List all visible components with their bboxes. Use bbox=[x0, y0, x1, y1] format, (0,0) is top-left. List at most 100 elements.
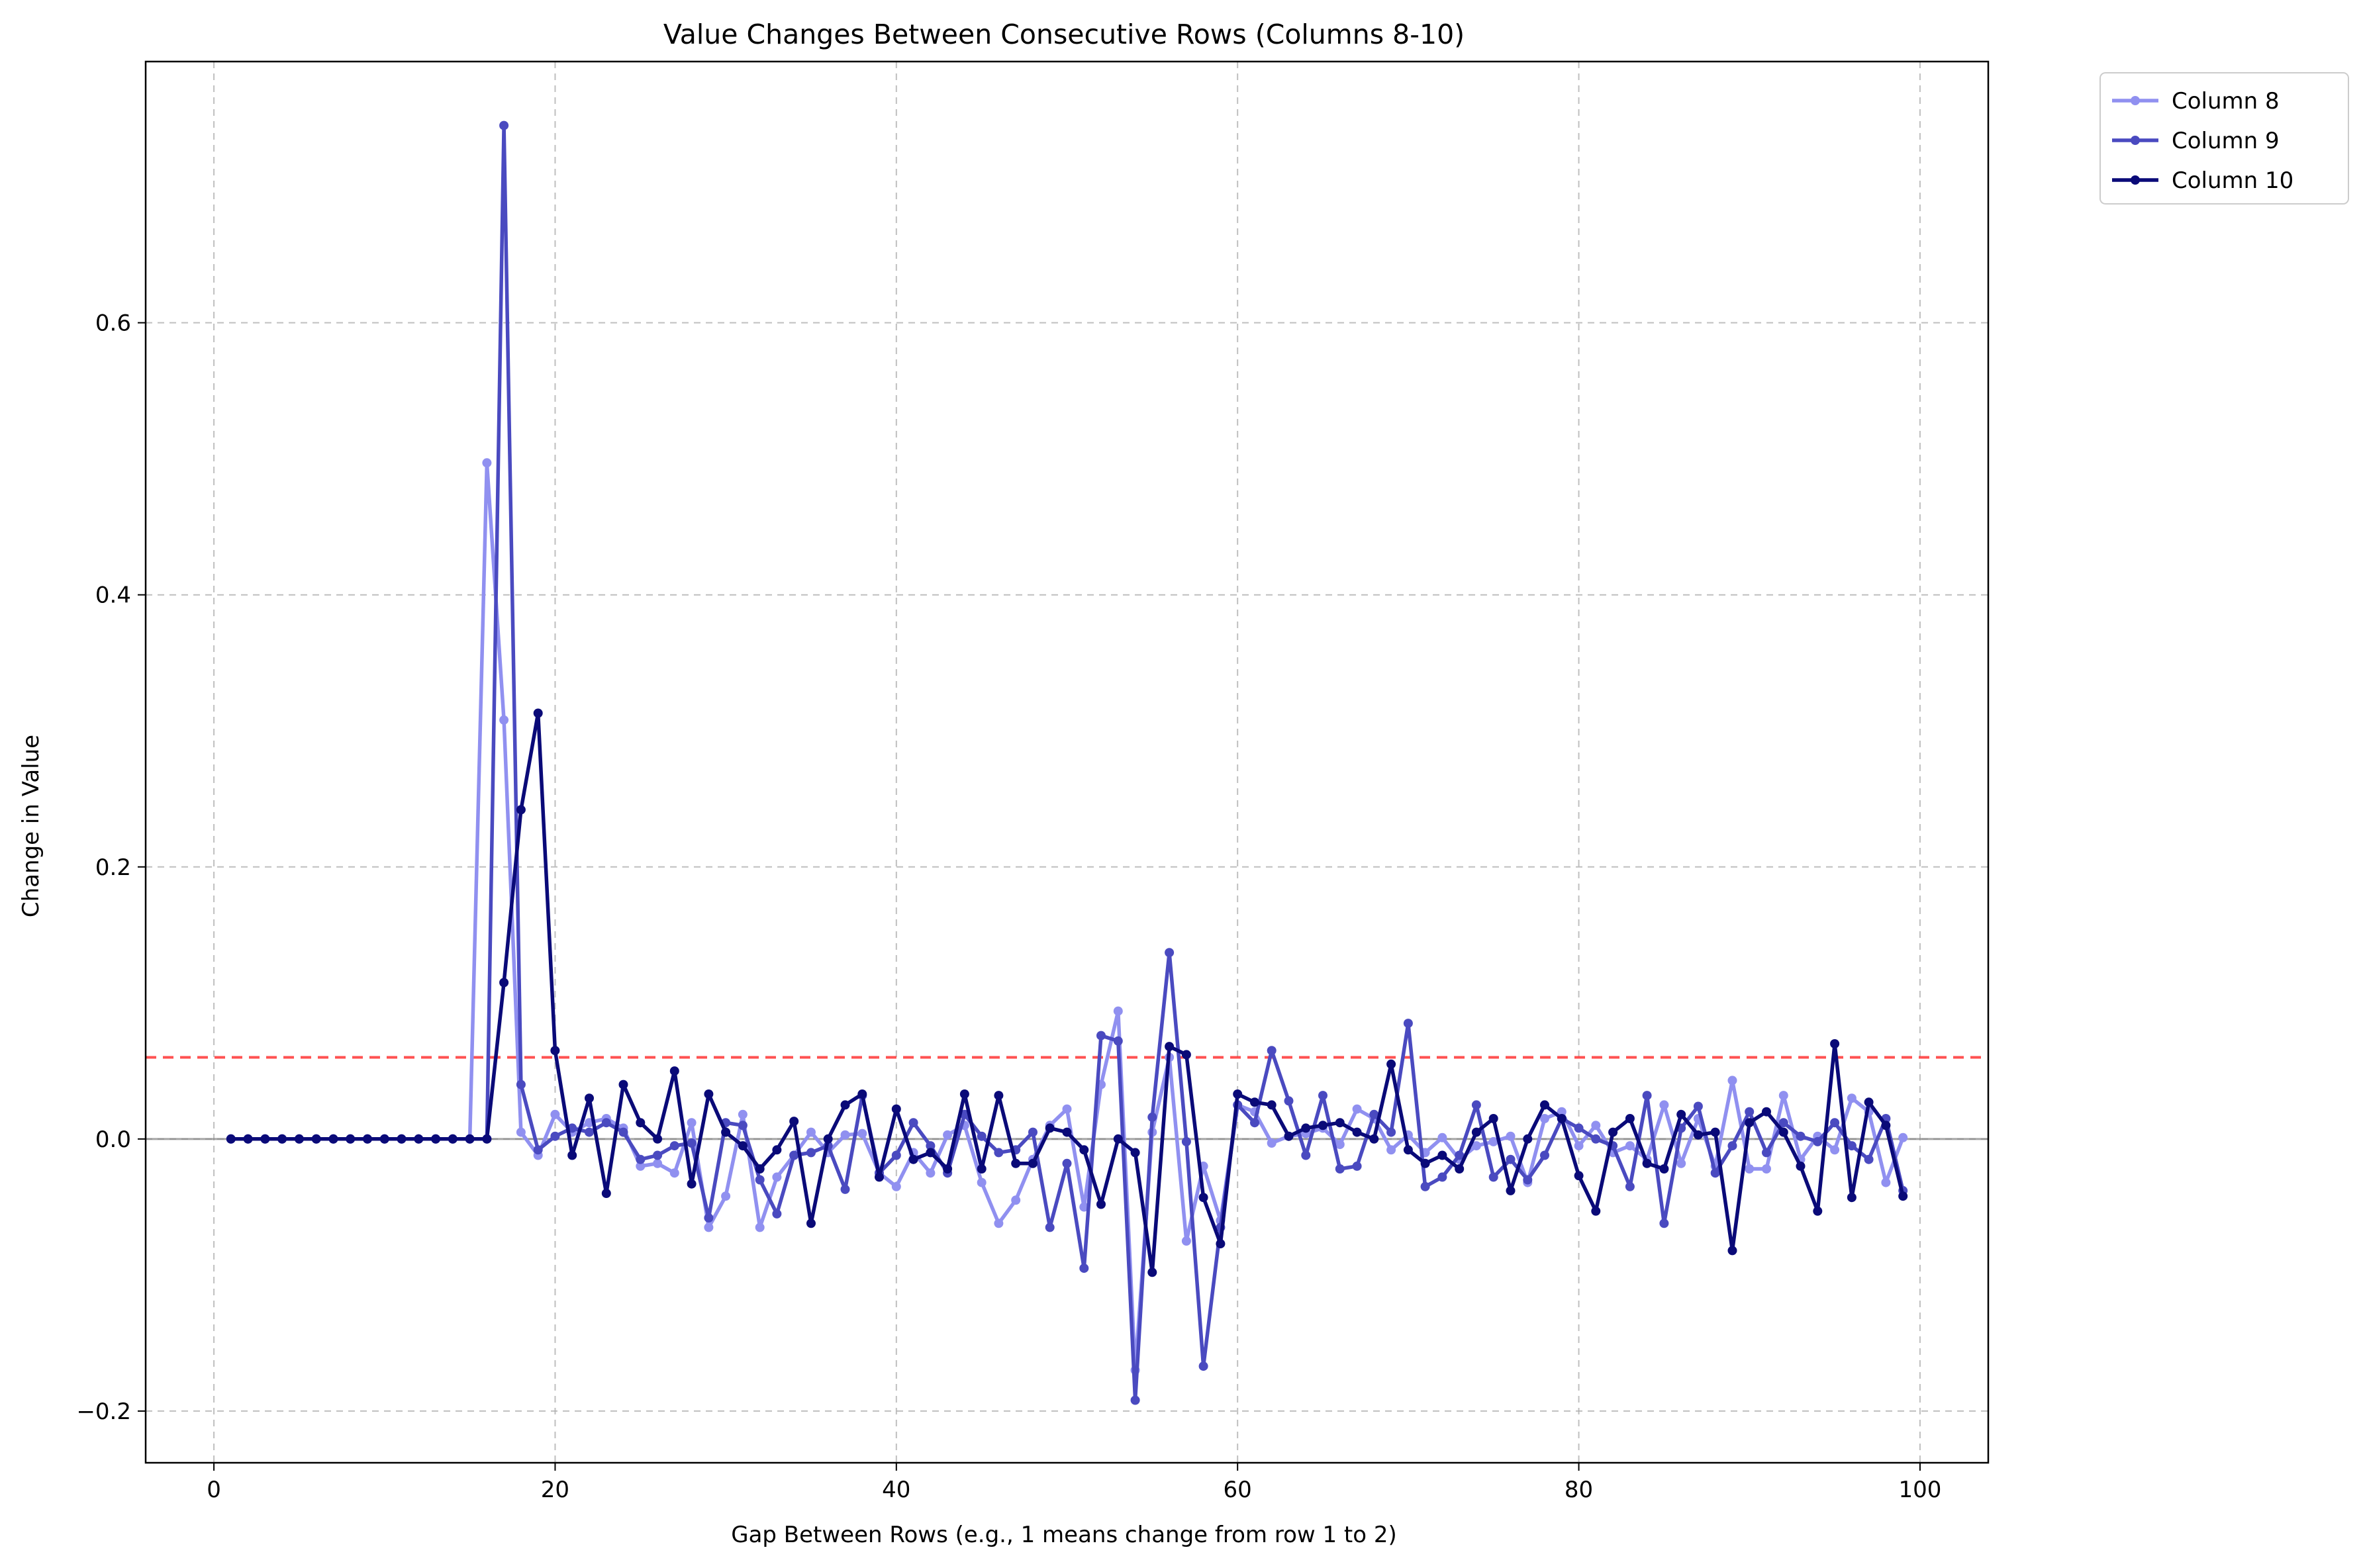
data-point bbox=[1523, 1175, 1533, 1185]
data-point bbox=[1881, 1177, 1891, 1187]
data-point bbox=[1079, 1145, 1089, 1155]
data-point bbox=[1847, 1141, 1857, 1151]
data-point bbox=[1130, 1395, 1140, 1405]
data-point bbox=[1830, 1145, 1840, 1155]
data-point bbox=[1079, 1202, 1089, 1212]
series-column-10 bbox=[226, 708, 1908, 1277]
data-point bbox=[1403, 1019, 1413, 1029]
data-point bbox=[1540, 1100, 1549, 1110]
data-point bbox=[687, 1118, 697, 1128]
data-point bbox=[294, 1134, 304, 1144]
data-point bbox=[1778, 1118, 1788, 1128]
chart-title: Value Changes Between Consecutive Rows (… bbox=[663, 19, 1465, 50]
series-layer bbox=[226, 120, 1908, 1405]
data-point bbox=[840, 1100, 850, 1110]
data-point bbox=[1710, 1127, 1720, 1137]
data-point bbox=[1796, 1131, 1806, 1141]
data-point bbox=[1420, 1158, 1430, 1168]
data-point bbox=[431, 1134, 441, 1144]
data-point bbox=[1011, 1158, 1021, 1168]
data-point bbox=[669, 1141, 679, 1151]
data-point bbox=[618, 1127, 628, 1137]
data-point bbox=[1096, 1199, 1106, 1209]
x-axis-label: Gap Between Rows (e.g., 1 means change f… bbox=[731, 1522, 1397, 1548]
data-point bbox=[789, 1150, 799, 1160]
data-point bbox=[1011, 1195, 1021, 1205]
data-point bbox=[1386, 1059, 1396, 1069]
data-point bbox=[1676, 1109, 1686, 1119]
data-point bbox=[908, 1154, 918, 1164]
x-tick-label: 40 bbox=[882, 1477, 910, 1503]
data-point bbox=[1659, 1100, 1669, 1110]
data-point bbox=[994, 1219, 1004, 1228]
data-point bbox=[1181, 1236, 1191, 1246]
data-point bbox=[1847, 1193, 1857, 1203]
data-point bbox=[806, 1127, 816, 1137]
legend-swatch-marker bbox=[2131, 175, 2140, 185]
data-point bbox=[1455, 1150, 1465, 1160]
data-point bbox=[363, 1134, 372, 1144]
data-point bbox=[738, 1109, 747, 1119]
data-point bbox=[653, 1158, 663, 1168]
data-point bbox=[1881, 1121, 1891, 1130]
data-point bbox=[1267, 1100, 1277, 1110]
x-tick-label: 100 bbox=[1898, 1477, 1941, 1503]
data-point bbox=[1625, 1114, 1635, 1123]
data-point bbox=[1830, 1039, 1840, 1048]
data-point bbox=[1250, 1118, 1259, 1128]
data-point bbox=[1488, 1114, 1498, 1123]
data-point bbox=[636, 1154, 646, 1164]
data-point bbox=[755, 1175, 765, 1185]
data-point bbox=[738, 1141, 747, 1151]
data-point bbox=[1198, 1193, 1208, 1203]
data-point bbox=[1318, 1091, 1327, 1101]
data-point bbox=[959, 1089, 969, 1099]
data-point bbox=[1165, 1042, 1175, 1052]
data-point bbox=[1181, 1050, 1191, 1060]
data-point bbox=[1130, 1148, 1140, 1158]
data-point bbox=[1335, 1118, 1345, 1128]
data-point bbox=[1488, 1172, 1498, 1182]
data-point bbox=[618, 1080, 628, 1089]
data-point bbox=[1778, 1127, 1788, 1137]
y-tick-label: 0.0 bbox=[95, 1127, 131, 1153]
data-point bbox=[1335, 1140, 1345, 1150]
legend-label: Column 9 bbox=[2172, 128, 2280, 154]
data-point bbox=[601, 1189, 611, 1198]
data-point bbox=[669, 1168, 679, 1178]
data-point bbox=[585, 1127, 594, 1137]
x-tick-label: 20 bbox=[541, 1477, 569, 1503]
data-point bbox=[1335, 1164, 1345, 1174]
data-point bbox=[857, 1089, 867, 1099]
data-point bbox=[550, 1109, 560, 1119]
data-point bbox=[687, 1179, 697, 1189]
y-tick-label: −0.2 bbox=[76, 1399, 131, 1425]
data-point bbox=[1165, 948, 1175, 958]
x-tick-label: 60 bbox=[1224, 1477, 1252, 1503]
data-point bbox=[1028, 1127, 1037, 1137]
data-point bbox=[260, 1134, 270, 1144]
data-point bbox=[704, 1222, 714, 1232]
data-point bbox=[1437, 1132, 1447, 1142]
data-point bbox=[977, 1131, 987, 1141]
data-point bbox=[738, 1121, 747, 1130]
data-point bbox=[1574, 1171, 1584, 1181]
data-point bbox=[1284, 1131, 1294, 1141]
legend-label: Column 10 bbox=[2172, 167, 2293, 194]
legend-label: Column 8 bbox=[2172, 88, 2280, 115]
data-point bbox=[1301, 1150, 1311, 1160]
data-point bbox=[1471, 1100, 1481, 1110]
data-point bbox=[755, 1222, 765, 1232]
data-point bbox=[669, 1066, 679, 1076]
data-point bbox=[1762, 1148, 1771, 1158]
data-point bbox=[448, 1134, 458, 1144]
data-point bbox=[891, 1104, 901, 1114]
data-point bbox=[1847, 1093, 1857, 1103]
data-point bbox=[875, 1172, 884, 1182]
y-axis-label: Change in Value bbox=[18, 735, 44, 917]
legend-item: Column 9 bbox=[2112, 128, 2280, 154]
data-point bbox=[482, 458, 492, 468]
data-point bbox=[1233, 1089, 1243, 1099]
legend-box bbox=[2099, 72, 2349, 205]
